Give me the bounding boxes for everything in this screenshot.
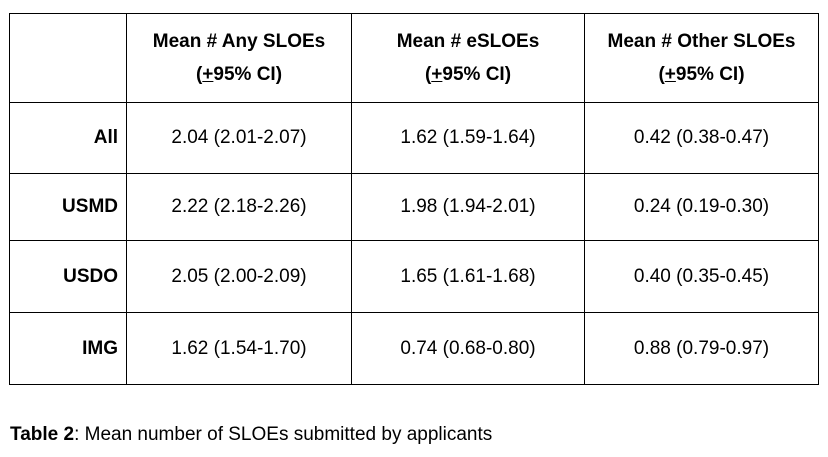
table-row: All 2.04 (2.01-2.07) 1.62 (1.59-1.64) 0.… (9, 102, 819, 174)
plus-minus-sign: + (202, 64, 214, 85)
corner-cell (9, 13, 127, 103)
row-label: IMG (9, 312, 127, 385)
header-title: Mean # Other SLOEs (607, 31, 796, 52)
row-label: All (9, 102, 127, 174)
table-cell: 1.98 (1.94-2.01) (351, 173, 585, 241)
header-other-sloes: Mean # Other SLOEs (+95% CI) (584, 13, 819, 103)
table-cell: 0.42 (0.38-0.47) (584, 102, 819, 174)
header-title: Mean # Any SLOEs (152, 31, 326, 52)
table-cell: 1.62 (1.59-1.64) (351, 102, 585, 174)
caption-label: Table 2 (10, 424, 75, 445)
header-ci: (+95% CI) (658, 64, 745, 85)
table-cell: 2.04 (2.01-2.07) (126, 102, 352, 174)
plus-minus-sign: + (664, 64, 676, 85)
table-row: USMD 2.22 (2.18-2.26) 1.98 (1.94-2.01) 0… (9, 173, 819, 241)
table-cell: 2.22 (2.18-2.26) (126, 173, 352, 241)
table-row: USDO 2.05 (2.00-2.09) 1.65 (1.61-1.68) 0… (9, 240, 819, 313)
header-ci: (+95% CI) (195, 64, 283, 85)
caption-text: : Mean number of SLOEs submitted by appl… (74, 424, 493, 445)
table-cell: 0.74 (0.68-0.80) (351, 312, 585, 385)
table-cell: 0.88 (0.79-0.97) (584, 312, 819, 385)
header-esloes: Mean # eSLOEs (+95% CI) (351, 13, 585, 103)
sloe-table: Mean # Any SLOEs (+95% CI) Mean # eSLOEs… (9, 13, 819, 385)
table-cell: 2.05 (2.00-2.09) (126, 240, 352, 313)
table-caption: Table 2: Mean number of SLOEs submitted … (10, 424, 492, 446)
table-cell: 1.65 (1.61-1.68) (351, 240, 585, 313)
table-cell: 1.62 (1.54-1.70) (126, 312, 352, 385)
table-cell: 0.24 (0.19-0.30) (584, 173, 819, 241)
header-title: Mean # eSLOEs (396, 31, 540, 52)
plus-minus-sign: + (431, 64, 443, 85)
table-cell: 0.40 (0.35-0.45) (584, 240, 819, 313)
header-ci: (+95% CI) (424, 64, 512, 85)
row-label: USDO (9, 240, 127, 313)
header-any-sloes: Mean # Any SLOEs (+95% CI) (126, 13, 352, 103)
row-label: USMD (9, 173, 127, 241)
table-row: IMG 1.62 (1.54-1.70) 0.74 (0.68-0.80) 0.… (9, 312, 819, 385)
table-container: Mean # Any SLOEs (+95% CI) Mean # eSLOEs… (9, 13, 819, 385)
header-row: Mean # Any SLOEs (+95% CI) Mean # eSLOEs… (9, 13, 819, 103)
